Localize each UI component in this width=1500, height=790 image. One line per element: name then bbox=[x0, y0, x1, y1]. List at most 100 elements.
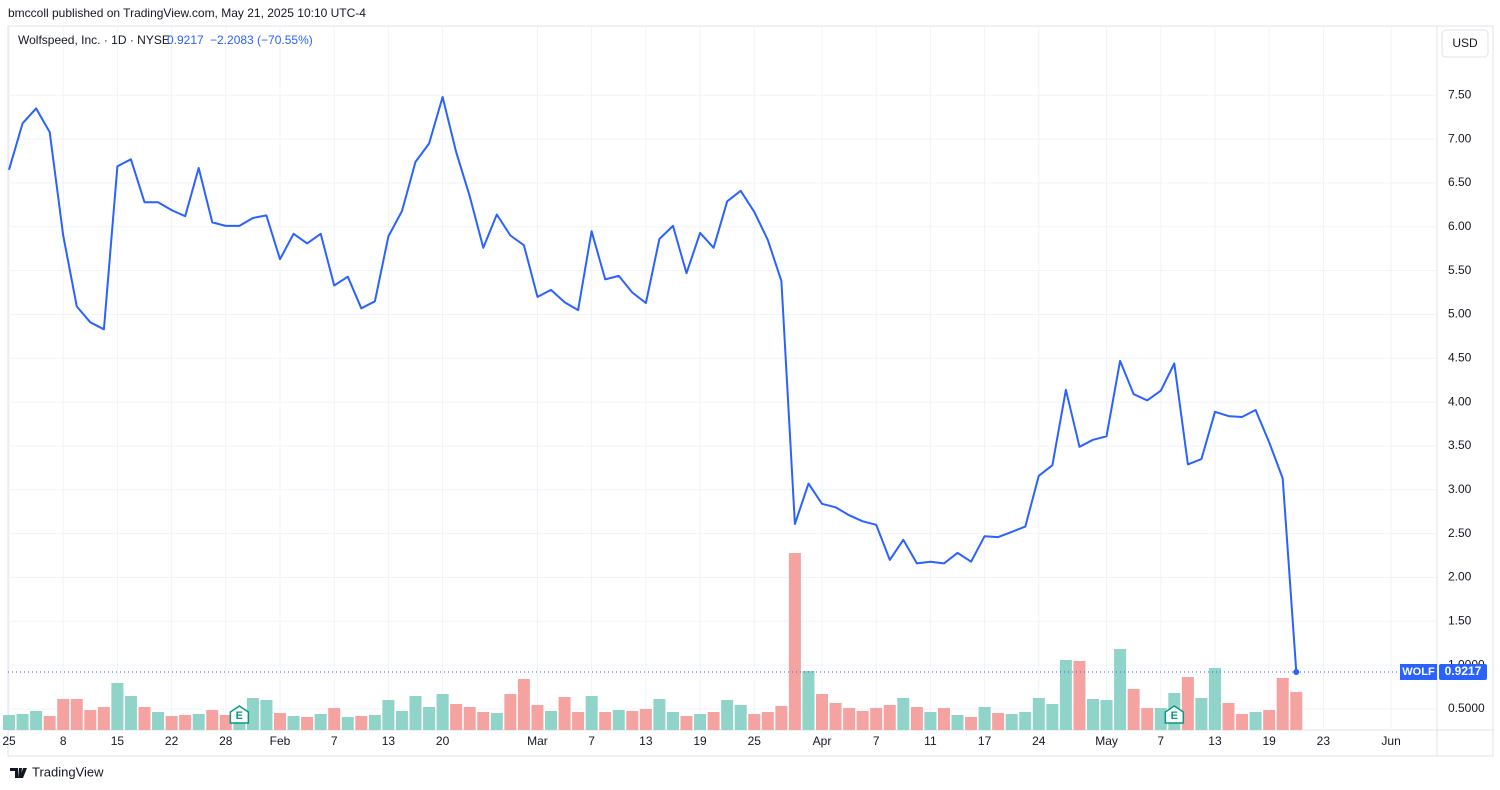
volume-bar bbox=[84, 710, 97, 730]
volume-bar bbox=[734, 705, 747, 730]
currency-label[interactable]: USD bbox=[1452, 36, 1478, 50]
x-tick-label: 13 bbox=[1208, 734, 1222, 748]
x-tick-label: Mar bbox=[527, 734, 548, 748]
volume-bar bbox=[30, 711, 43, 730]
x-tick-label: 11 bbox=[924, 734, 937, 748]
y-tick-label: 2.50 bbox=[1448, 526, 1472, 540]
volume-bar bbox=[599, 712, 612, 730]
x-tick-label: 15 bbox=[111, 734, 125, 748]
x-tick-label: 20 bbox=[436, 734, 450, 748]
currency-button[interactable] bbox=[1441, 29, 1489, 58]
volume-bar bbox=[124, 696, 137, 730]
volume-bar bbox=[287, 716, 300, 730]
x-tick-label: 22 bbox=[165, 734, 179, 748]
volume-bar bbox=[111, 683, 124, 730]
volume-bar bbox=[978, 707, 991, 730]
volume-bar bbox=[1154, 708, 1167, 730]
volume-bar bbox=[382, 700, 395, 730]
volume-bar bbox=[16, 714, 29, 730]
volume-bar bbox=[192, 714, 205, 730]
volume-bar bbox=[639, 709, 652, 730]
volume-bar bbox=[328, 708, 341, 730]
x-tick-label: Jun bbox=[1381, 734, 1400, 748]
y-tick-label: 6.00 bbox=[1448, 219, 1472, 233]
volume-bar bbox=[179, 715, 192, 730]
y-tick-label: 3.00 bbox=[1448, 482, 1472, 496]
x-tick-label: 7 bbox=[588, 734, 595, 748]
x-tick-label: 25 bbox=[2, 734, 16, 748]
price-change: −2.2083 (−70.55%) bbox=[210, 33, 313, 47]
volume-bar bbox=[43, 716, 56, 730]
volume-bar bbox=[368, 715, 381, 730]
x-tick-label: 13 bbox=[382, 734, 396, 748]
x-tick-label: May bbox=[1095, 734, 1118, 748]
volume-bar bbox=[1181, 677, 1194, 730]
volume-bar bbox=[450, 704, 463, 730]
volume-bar bbox=[1100, 700, 1113, 730]
x-tick-label: Feb bbox=[270, 734, 291, 748]
earnings-marker bbox=[229, 705, 250, 724]
publisher-line: bmccoll published on TradingView.com, Ma… bbox=[8, 6, 366, 20]
volume-bar bbox=[788, 553, 801, 730]
volume-bar bbox=[301, 717, 314, 730]
volume-bar bbox=[274, 713, 286, 730]
volume-bar bbox=[1019, 712, 1032, 730]
earnings-label: E bbox=[236, 710, 243, 722]
volume-bar bbox=[70, 699, 83, 730]
volume-bar bbox=[1236, 714, 1249, 730]
volume-bar bbox=[1290, 692, 1303, 730]
volume-bar bbox=[463, 707, 476, 730]
x-tick-label: 23 bbox=[1317, 734, 1331, 748]
volume-bar bbox=[1005, 714, 1018, 730]
volume-bar bbox=[423, 707, 436, 730]
y-tick-label: 7.00 bbox=[1448, 131, 1472, 145]
volume-layer bbox=[3, 553, 1303, 730]
volume-bar bbox=[707, 712, 720, 730]
y-tick-label: 5.50 bbox=[1448, 263, 1472, 277]
volume-bar bbox=[517, 679, 530, 730]
volume-bar bbox=[775, 706, 788, 730]
volume-bar bbox=[355, 716, 368, 730]
volume-bar bbox=[802, 671, 815, 730]
chart-frame bbox=[7, 25, 1494, 757]
volume-bar bbox=[843, 708, 856, 730]
volume-bar bbox=[748, 714, 761, 730]
x-tick-label: 19 bbox=[1262, 734, 1276, 748]
y-tick-label: 2.00 bbox=[1448, 570, 1472, 584]
earnings-label: E bbox=[1171, 710, 1178, 722]
volume-bar bbox=[152, 712, 165, 730]
x-tick-label: 7 bbox=[1157, 734, 1164, 748]
volume-bar bbox=[1087, 699, 1099, 730]
volume-bar bbox=[897, 698, 910, 730]
volume-bar bbox=[341, 717, 354, 730]
volume-bar bbox=[436, 694, 449, 730]
y-tick-label: 6.50 bbox=[1448, 175, 1472, 189]
y-tick-label: 7.50 bbox=[1448, 87, 1472, 101]
volume-bar bbox=[1276, 678, 1289, 730]
volume-bar bbox=[1249, 712, 1262, 730]
tradingview-logo bbox=[10, 768, 27, 778]
volume-bar bbox=[721, 700, 734, 730]
brand: TradingView bbox=[32, 764, 104, 779]
x-tick-label: 13 bbox=[639, 734, 653, 748]
y-tick-label: 3.50 bbox=[1448, 438, 1472, 452]
volume-bar bbox=[314, 714, 327, 730]
symbol-title: Wolfspeed, Inc. · 1D · NYSE bbox=[18, 33, 170, 47]
grid bbox=[8, 26, 1437, 730]
volume-bar bbox=[1141, 708, 1154, 730]
volume-bar bbox=[477, 712, 490, 730]
volume-bar bbox=[1127, 689, 1140, 730]
volume-bar bbox=[545, 711, 557, 730]
x-tick-label: 8 bbox=[60, 734, 67, 748]
volume-bar bbox=[1263, 710, 1276, 730]
symbol-tag-label: WOLF bbox=[1402, 666, 1435, 678]
volume-bar bbox=[504, 694, 517, 730]
volume-bar bbox=[1032, 698, 1045, 730]
volume-bar bbox=[409, 696, 422, 730]
volume-bar bbox=[395, 711, 408, 730]
volume-bar bbox=[612, 710, 625, 730]
volume-bar bbox=[219, 715, 232, 730]
